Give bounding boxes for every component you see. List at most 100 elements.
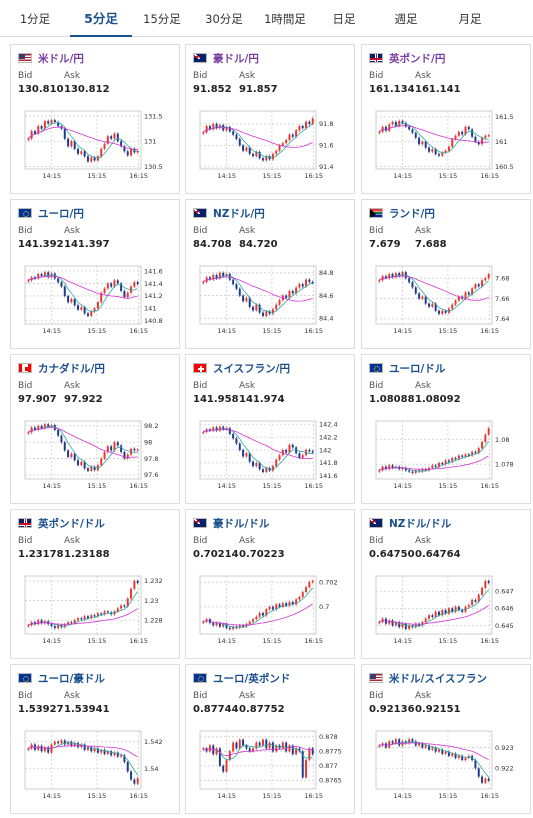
tab-monthly[interactable]: 月足 [458,11,482,26]
candle-body [212,427,215,431]
currency-card[interactable]: スイスフラン/円 Bid Ask 141.958 141.974 142.4 142.2 14… [185,354,355,504]
currency-card[interactable]: ユーロ/ドル Bid Ask 1.08088 1.08092 1.08 1.078 14:15… [361,354,531,504]
candlestick-chart[interactable]: 1.232 1.23 1.228 14:15 15:15 16:15 [17,570,175,650]
tab-1hour[interactable]: 1時間足 [264,11,306,26]
currency-card[interactable]: 豪ドル/ドル Bid Ask 0.70214 0.70223 0.702 0.7 14:15 1… [185,509,355,659]
candle-body [130,286,133,293]
candlestick-chart[interactable]: 7.68 7.66 7.64 14:15 15:15 16:15 [368,260,526,340]
candle-body [431,747,434,750]
ma-slow-line [203,276,313,302]
candle-body [57,429,60,436]
pair-name-link[interactable]: カナダドル/円 [38,362,105,375]
pair-name-link[interactable]: 英ポンド/円 [389,52,446,65]
candlestick-chart[interactable]: 1.08 1.078 14:15 15:15 16:15 [368,415,526,495]
currency-card[interactable]: ユーロ/円 Bid Ask 141.392 141.397 141.6 141.4 141.2… [10,199,180,349]
currency-card[interactable]: ユーロ/豪ドル Bid Ask 1.53927 1.53941 1.542 1.54 14:1… [10,664,180,814]
currency-card[interactable]: NZドル/ドル Bid Ask 0.64750 0.64764 0.647 0.646 0.6… [361,509,531,659]
tab-5min[interactable]: 5分足 [70,0,132,37]
candle-body [477,594,480,602]
candle-body [255,742,258,749]
y-tick-label: 0.878 [319,733,338,741]
candle-body [444,310,447,313]
pair-name-link[interactable]: ユーロ/豪ドル [38,672,105,685]
candlestick-chart[interactable]: 141.6 141.4 141.2 141 140.8 14:15 15:15 16:15 [17,260,175,340]
candlestick-chart[interactable]: 161.5 161 160.5 14:15 15:15 16:15 [368,105,526,185]
candle-body [288,745,291,752]
candle-body [308,450,311,452]
pair-name-link[interactable]: NZドル/ドル [389,517,452,530]
currency-card[interactable]: 米ドル/スイスフラン Bid Ask 0.92136 0.92151 0.923 0.922… [361,664,531,814]
candle-body [275,304,278,310]
candle-body [421,141,424,145]
candle-body [404,467,407,471]
ma-fast-line [203,123,313,159]
candle-body [391,465,394,468]
candlestick-chart[interactable]: 1.542 1.54 14:15 15:15 16:15 [17,725,175,805]
chart-svg: 0.702 0.7 14:15 15:15 16:15 [199,575,338,645]
candle-body [258,304,261,313]
candlestick-chart[interactable]: 0.647 0.646 0.645 14:15 15:15 16:15 [368,570,526,650]
pair-name-link[interactable]: NZドル/円 [213,207,265,220]
candlestick-chart[interactable]: 131.5 131 130.5 14:15 15:15 16:15 [17,105,175,185]
candlestick-chart[interactable]: 142.4 142.2 142 141.8 141.6 14:15 15:15 16:15 [192,415,350,495]
candle-body [431,615,434,617]
candlestick-chart[interactable]: 84.8 84.6 84.4 14:15 15:15 16:15 [192,260,350,340]
candle-body [245,453,248,457]
pair-name-link[interactable]: 豪ドル/ドル [213,517,270,530]
tab-30min[interactable]: 30分足 [205,11,243,26]
currency-card[interactable]: 米ドル/円 Bid Ask 130.810 130.812 131.5 131 130.5 14… [10,44,180,194]
y-tick-label: 0.8775 [319,748,342,756]
ask-label: Ask [239,536,256,546]
candle-body [37,425,40,430]
candlestick-chart[interactable]: 0.702 0.7 14:15 15:15 16:15 [192,570,350,650]
candle-body [215,427,218,431]
candle-body [80,618,83,620]
pair-name-link[interactable]: ユーロ/英ポンド [213,672,291,685]
candle-body [474,136,477,142]
pair-name-link[interactable]: ユーロ/ドル [389,362,446,375]
candle-body [451,608,454,612]
currency-card[interactable]: 豪ドル/円 Bid Ask 91.852 91.857 91.8 91.6 91.4 14:15… [185,44,355,194]
candlestick-chart[interactable]: 0.878 0.8775 0.877 0.8765 14:15 15:15 16:15 [192,725,350,805]
pair-name-link[interactable]: 豪ドル/円 [213,52,259,65]
bid-label: Bid [369,226,384,236]
candle-body [70,299,73,303]
candlestick-chart[interactable]: 91.8 91.6 91.4 14:15 15:15 16:15 [192,105,350,185]
pair-name-link[interactable]: 米ドル/円 [38,52,84,65]
candle-body [275,459,278,467]
pair-name-link[interactable]: スイスフラン/円 [213,362,291,375]
chart-svg: 141.6 141.4 141.2 141 140.8 14:15 15:15 16:15 [24,265,163,335]
pair-name-link[interactable]: 英ポンド/ドル [38,517,105,530]
candle-body [130,148,133,156]
candle-body [471,599,474,605]
pair-name-link[interactable]: 米ドル/スイスフラン [389,672,488,685]
currency-pair-flag-icon [193,673,207,683]
candle-body [271,153,274,160]
chart-svg: 1.542 1.54 14:15 15:15 16:15 [24,730,163,800]
ma-slow-line [28,745,138,758]
tab-15min[interactable]: 15分足 [143,11,181,26]
ask-value: 0.92151 [415,704,461,715]
currency-card[interactable]: ランド/円 Bid Ask 7.679 7.688 7.68 7.66 7.64 14:15 15… [361,199,531,349]
candlestick-chart[interactable]: 0.923 0.922 14:15 15:15 16:15 [368,725,526,805]
tab-1min[interactable]: 1分足 [19,11,51,26]
currency-card[interactable]: 英ポンド/円 Bid Ask 161.134 161.141 161.5 161 160.5 1… [361,44,531,194]
ma-slow-line [28,275,138,299]
candle-body [116,442,119,446]
currency-card[interactable]: 英ポンド/ドル Bid Ask 1.23178 1.23188 1.232 1.23 1.22… [10,509,180,659]
candlestick-chart[interactable]: 98.2 98 97.8 97.6 14:15 15:15 16:15 [17,415,175,495]
card-header: 英ポンド/ドル [18,516,105,530]
currency-card[interactable]: NZドル/円 Bid Ask 84.708 84.720 84.8 84.6 84.4 14:1… [185,199,355,349]
candle-body [40,425,43,429]
currency-card[interactable]: ユーロ/英ポンド Bid Ask 0.87744 0.87752 0.878 0.8775 0… [185,664,355,814]
pair-name-link[interactable]: ユーロ/円 [38,207,84,220]
y-tick-label: 141.6 [319,472,338,480]
candle-body [447,751,450,756]
currency-card[interactable]: カナダドル/円 Bid Ask 97.907 97.922 98.2 98 97.8 97.6 1… [10,354,180,504]
tab-weekly[interactable]: 週足 [394,11,418,26]
candle-body [73,141,76,149]
candle-body [421,296,424,299]
tab-daily[interactable]: 日足 [332,11,356,26]
pair-name-link[interactable]: ランド/円 [389,207,435,220]
bid-label: Bid [369,381,384,391]
